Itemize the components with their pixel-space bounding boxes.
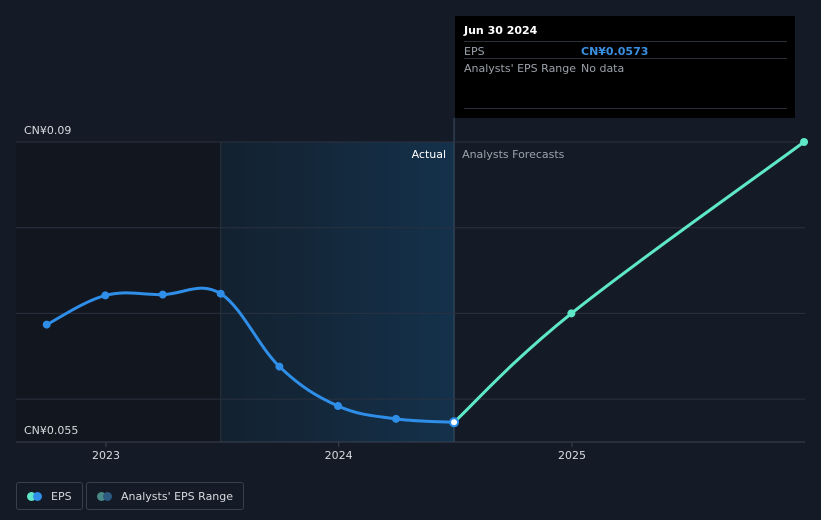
y-axis-top-label: CN¥0.09 (24, 124, 71, 137)
eps-point (334, 402, 343, 410)
tooltip-date: Jun 30 2024 (464, 24, 538, 37)
tooltip-eps-value: CN¥0.0573 (581, 45, 649, 58)
legend-eps-button[interactable]: EPS (16, 482, 83, 510)
legend-range-swatch-a (97, 491, 106, 501)
legend-eps-label: EPS (51, 489, 72, 503)
x-tick-label: 2025 (558, 449, 586, 462)
eps-point (42, 320, 51, 329)
legend-eps-swatch-a (27, 491, 36, 501)
x-tick-label: 2024 (325, 449, 353, 462)
eps-point (158, 290, 167, 299)
region-label-forecast: Analysts Forecasts (462, 148, 565, 161)
legend-range-button[interactable]: Analysts' EPS Range (86, 482, 245, 510)
legend-eps-swatch-b (33, 491, 42, 501)
eps-point (275, 362, 284, 371)
x-tick-label: 2023 (92, 449, 120, 462)
region-label-actual: Actual (412, 148, 446, 161)
tooltip-eps-label: EPS (464, 45, 485, 58)
legend-range-swatch-b (103, 491, 112, 501)
eps-point (101, 291, 110, 300)
eps-point (392, 414, 401, 423)
forecast-point (800, 138, 809, 146)
eps-point (216, 289, 225, 298)
tooltip-range-value: No data (581, 62, 625, 75)
tooltip-eps-row: EPS CN¥0.0573 (464, 41, 787, 59)
actual-highlight (220, 142, 455, 442)
tooltip: Jun 30 2024 EPS CN¥0.0573 Analysts' EPS … (455, 16, 795, 118)
legend-range-swatch-icon (97, 491, 113, 501)
tooltip-divider (464, 108, 787, 109)
tooltip-range-label: Analysts' EPS Range (464, 62, 577, 75)
y-axis-bottom-label: CN¥0.055 (24, 424, 78, 437)
forecast-line (452, 140, 806, 424)
eps-current-point (449, 417, 460, 428)
legend-range-label: Analysts' EPS Range (121, 489, 234, 503)
tooltip-range-row: Analysts' EPS Range No data (464, 58, 787, 76)
legend-eps-swatch-icon (27, 491, 43, 501)
forecast-point (567, 309, 576, 318)
